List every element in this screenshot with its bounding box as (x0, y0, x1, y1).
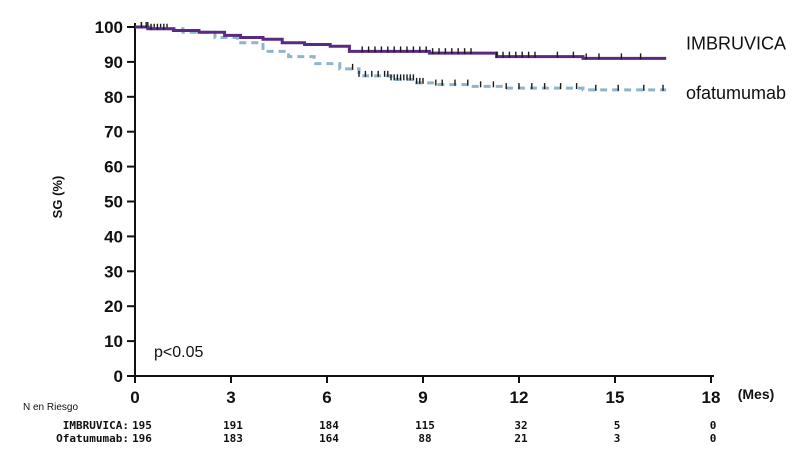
risk-cell: 0 (710, 432, 717, 445)
x-tick-label: 18 (702, 388, 721, 407)
series-imbruvica: IMBRUVICA (135, 22, 786, 60)
y-tick-label: 100 (95, 18, 123, 37)
risk-cell: 3 (614, 432, 621, 445)
risk-cell: 88 (418, 432, 431, 445)
risk-cell: 183 (223, 432, 243, 445)
y-tick-label: 20 (104, 297, 123, 316)
series-line-ofatumumab (135, 25, 667, 92)
risk-cell: 32 (514, 419, 527, 432)
series-label-ofatumumab: ofatumumab (686, 83, 786, 103)
risk-cell: 191 (223, 419, 243, 432)
risk-cell: 5 (614, 419, 621, 432)
risk-cell: 0 (710, 419, 717, 432)
risk-row: Ofatumumab: 196 183 164 88 21 3 0 (56, 432, 716, 445)
risk-cell: 195 (132, 419, 152, 432)
x-tick-label: 0 (130, 388, 139, 407)
risk-cell: 21 (514, 432, 528, 445)
risk-cell: 164 (319, 432, 339, 445)
risk-row-label: Ofatumumab: (56, 432, 129, 445)
x-tick-label: 3 (226, 388, 235, 407)
series-ofatumumab: ofatumumab (135, 22, 786, 103)
risk-cell: 184 (319, 419, 339, 432)
risk-row: IMBRUVICA: 195 191 184 115 32 5 0 (63, 419, 717, 432)
risk-table-title: N en Riesgo (23, 402, 78, 413)
risk-cell: 115 (415, 419, 435, 432)
x-tick-label: 15 (606, 388, 625, 407)
x-tick-label: 12 (510, 388, 529, 407)
y-axis-label: SG (%) (50, 176, 65, 219)
y-tick-label: 50 (104, 193, 123, 212)
series-label-imbruvica: IMBRUVICA (686, 33, 786, 53)
p-value-annotation: p<0.05 (154, 344, 203, 361)
risk-cell: 196 (132, 432, 152, 445)
y-tick-label: 60 (104, 158, 123, 177)
x-tick-label: 6 (322, 388, 331, 407)
y-tick-label: 80 (104, 88, 123, 107)
y-tick-label: 0 (114, 367, 123, 386)
y-tick-label: 10 (104, 332, 123, 351)
x-tick-label: 9 (418, 388, 427, 407)
series-layer: ofatumumab IMBRUVICA (135, 22, 786, 103)
y-tick-label: 40 (104, 227, 123, 246)
x-axis-unit-label: (Mes) (738, 386, 775, 402)
y-tick-label: 90 (104, 53, 123, 72)
risk-row-label: IMBRUVICA: (63, 419, 129, 432)
y-tick-label: 70 (104, 123, 123, 142)
axes: 0 10 20 30 40 50 60 70 80 90 100 0 3 6 9 12 15 18 (95, 18, 721, 407)
y-tick-label: 30 (104, 262, 123, 281)
